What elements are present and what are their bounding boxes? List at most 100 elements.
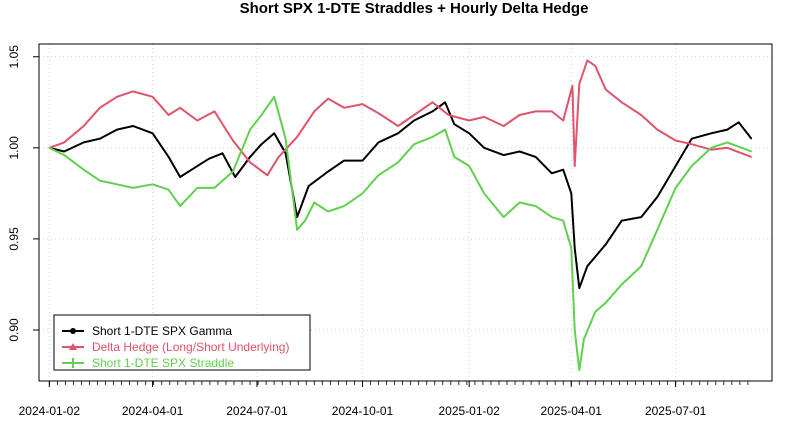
data-point — [640, 216, 642, 218]
data-point — [116, 183, 118, 185]
data-point — [232, 139, 234, 142]
data-point — [656, 129, 658, 131]
data-point — [574, 247, 576, 249]
data-point — [168, 156, 170, 158]
data-point — [304, 220, 306, 222]
data-point — [179, 205, 181, 207]
data-point — [502, 154, 505, 156]
data-point — [605, 88, 607, 91]
y-tick-label: 0.90 — [7, 318, 21, 342]
data-point — [656, 196, 658, 198]
data-point — [483, 192, 485, 194]
data-point — [431, 136, 434, 138]
data-point — [397, 132, 399, 134]
legend-marker-circle — [70, 328, 76, 334]
data-point — [621, 220, 623, 222]
x-tick-label: 2025-04-01 — [541, 404, 603, 418]
data-point — [483, 147, 485, 149]
series-line-2 — [48, 59, 752, 177]
data-point — [278, 156, 280, 158]
data-point — [583, 338, 585, 340]
data-point — [468, 119, 470, 122]
data-point — [738, 121, 740, 123]
data-point — [710, 132, 712, 134]
data-point — [640, 265, 642, 267]
data-point — [750, 150, 752, 153]
data-point — [377, 112, 380, 114]
data-point — [578, 287, 580, 289]
data-point — [273, 132, 275, 134]
data-point — [726, 129, 728, 131]
data-point — [221, 152, 224, 154]
data-point — [691, 143, 693, 145]
data-point — [327, 98, 329, 100]
data-point — [266, 174, 268, 176]
data-point — [453, 156, 455, 158]
data-point — [562, 119, 564, 122]
data-point — [468, 165, 470, 167]
data-point — [196, 187, 198, 189]
data-point — [327, 170, 329, 173]
data-point — [578, 369, 580, 371]
data-point — [249, 161, 251, 164]
x-tick-label: 2024-01-02 — [19, 404, 81, 418]
data-point — [594, 311, 596, 313]
data-point — [726, 141, 728, 143]
data-point — [273, 96, 275, 98]
data-point — [63, 154, 65, 156]
data-point — [343, 205, 345, 207]
data-point — [260, 114, 263, 116]
data-point — [750, 156, 752, 158]
data-point — [99, 180, 101, 182]
data-point — [213, 110, 216, 112]
y-tick-label: 1.05 — [7, 45, 21, 69]
data-point — [151, 96, 154, 98]
data-point — [168, 189, 170, 191]
data-point — [691, 165, 693, 167]
y-tick-label: 0.95 — [7, 227, 21, 251]
data-point — [621, 283, 623, 286]
data-point — [551, 172, 553, 174]
data-point — [656, 229, 658, 231]
data-point — [249, 156, 251, 158]
data-point — [361, 192, 364, 194]
data-point — [413, 114, 415, 116]
data-point — [710, 147, 712, 149]
data-point — [327, 210, 329, 213]
data-point — [296, 216, 298, 218]
data-point — [343, 107, 345, 109]
data-point — [132, 125, 134, 127]
data-point — [519, 150, 521, 153]
x-tick-label: 2024-04-01 — [122, 404, 184, 418]
data-point — [196, 119, 198, 122]
data-point — [213, 187, 216, 189]
data-point — [726, 147, 728, 149]
data-point — [361, 159, 364, 162]
data-point — [208, 158, 210, 160]
data-point — [343, 159, 345, 162]
data-point — [116, 96, 118, 98]
chart-title: Short SPX 1-DTE Straddles + Hourly Delta… — [240, 0, 589, 17]
data-point — [675, 187, 677, 189]
data-point — [453, 123, 455, 125]
plot-frame — [38, 43, 773, 382]
data-point — [413, 143, 415, 145]
data-point — [691, 138, 693, 140]
data-point — [578, 83, 580, 85]
data-point — [586, 265, 588, 267]
data-point — [431, 101, 434, 103]
data-point — [570, 192, 572, 194]
data-point — [675, 165, 677, 167]
data-point — [249, 129, 251, 131]
data-point — [444, 101, 446, 103]
data-point — [605, 302, 607, 304]
data-point — [99, 138, 101, 140]
data-point — [571, 85, 574, 87]
legend: Short 1-DTE SPX Gamma Delta Hedge (Long/S… — [53, 314, 311, 371]
data-point — [83, 125, 85, 127]
data-point — [447, 114, 450, 116]
data-point — [285, 152, 287, 154]
data-point — [361, 103, 364, 105]
legend-label-3: Short 1-DTE SPX Straddle — [92, 356, 234, 370]
